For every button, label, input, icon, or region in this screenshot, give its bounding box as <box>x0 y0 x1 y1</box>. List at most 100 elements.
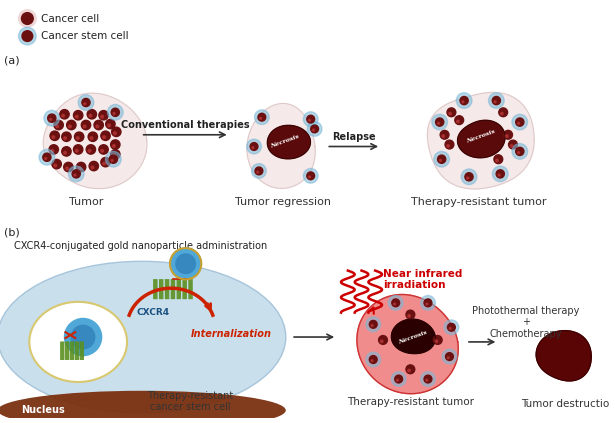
Circle shape <box>54 164 57 167</box>
Circle shape <box>91 166 94 169</box>
Circle shape <box>449 113 451 115</box>
Circle shape <box>435 118 444 126</box>
FancyBboxPatch shape <box>177 279 181 299</box>
FancyBboxPatch shape <box>75 341 79 360</box>
Circle shape <box>64 162 73 172</box>
Circle shape <box>252 164 266 178</box>
Circle shape <box>54 120 63 130</box>
Circle shape <box>111 159 113 162</box>
Text: Tumor regression: Tumor regression <box>236 197 331 207</box>
Circle shape <box>406 310 415 319</box>
Circle shape <box>437 155 446 163</box>
Circle shape <box>111 127 121 137</box>
Text: Conventional therapies: Conventional therapies <box>121 120 250 130</box>
Circle shape <box>494 101 496 103</box>
FancyBboxPatch shape <box>159 279 164 299</box>
Circle shape <box>257 171 259 173</box>
Circle shape <box>366 317 381 332</box>
Text: CXCR4: CXCR4 <box>137 308 170 317</box>
Circle shape <box>50 118 52 121</box>
Circle shape <box>88 149 91 152</box>
Circle shape <box>406 365 415 374</box>
Polygon shape <box>536 331 591 381</box>
Circle shape <box>442 135 445 137</box>
Circle shape <box>258 113 266 121</box>
Circle shape <box>113 154 115 157</box>
Circle shape <box>63 137 66 140</box>
Circle shape <box>76 149 78 152</box>
Circle shape <box>247 139 261 154</box>
Circle shape <box>111 150 120 159</box>
Circle shape <box>73 110 83 120</box>
Ellipse shape <box>0 261 286 413</box>
Circle shape <box>303 168 318 183</box>
Circle shape <box>311 125 319 133</box>
Circle shape <box>63 151 66 154</box>
Circle shape <box>252 147 254 148</box>
Circle shape <box>455 116 464 124</box>
Text: Therapy-resistant tumor: Therapy-resistant tumor <box>347 398 474 407</box>
Circle shape <box>255 110 269 124</box>
Circle shape <box>421 296 435 310</box>
Circle shape <box>51 149 54 152</box>
Circle shape <box>432 114 448 130</box>
Circle shape <box>89 114 92 117</box>
Circle shape <box>303 112 318 126</box>
Circle shape <box>62 132 71 141</box>
Polygon shape <box>458 120 505 158</box>
Circle shape <box>460 96 468 104</box>
Circle shape <box>113 113 115 115</box>
Circle shape <box>504 130 512 139</box>
Circle shape <box>109 155 117 163</box>
Circle shape <box>39 149 55 165</box>
Circle shape <box>499 108 507 117</box>
Circle shape <box>43 153 51 161</box>
Text: Internalization: Internalization <box>191 329 272 339</box>
Circle shape <box>255 167 263 175</box>
Circle shape <box>87 110 97 119</box>
Circle shape <box>496 159 498 162</box>
Circle shape <box>447 108 456 117</box>
Circle shape <box>509 140 517 149</box>
Circle shape <box>439 159 442 162</box>
Polygon shape <box>247 104 315 188</box>
Circle shape <box>73 145 83 154</box>
Circle shape <box>465 173 473 181</box>
Circle shape <box>88 132 98 141</box>
Circle shape <box>49 145 58 154</box>
Circle shape <box>371 324 373 327</box>
Circle shape <box>90 137 93 140</box>
Text: Cancer stem cell: Cancer stem cell <box>41 31 129 41</box>
Text: CXCR4-conjugated gold nanoparticle administration: CXCR4-conjugated gold nanoparticle admin… <box>14 241 267 251</box>
Circle shape <box>371 360 373 362</box>
FancyBboxPatch shape <box>183 279 187 299</box>
Circle shape <box>113 132 116 135</box>
Circle shape <box>434 151 450 167</box>
Circle shape <box>60 110 69 119</box>
Circle shape <box>380 340 383 343</box>
Circle shape <box>442 349 457 364</box>
Circle shape <box>74 132 84 141</box>
Circle shape <box>518 151 520 154</box>
Circle shape <box>170 248 201 279</box>
Text: (a): (a) <box>4 56 20 66</box>
Circle shape <box>307 172 315 180</box>
Circle shape <box>74 174 76 176</box>
Circle shape <box>448 323 455 331</box>
Circle shape <box>250 143 258 151</box>
Text: Necrosis: Necrosis <box>270 134 300 149</box>
Circle shape <box>309 176 311 178</box>
Circle shape <box>76 115 78 118</box>
Circle shape <box>456 93 472 108</box>
Circle shape <box>408 315 410 317</box>
Circle shape <box>76 137 79 140</box>
Circle shape <box>66 167 68 170</box>
FancyBboxPatch shape <box>171 279 175 299</box>
Polygon shape <box>357 294 458 394</box>
Circle shape <box>447 357 450 359</box>
FancyBboxPatch shape <box>165 279 169 299</box>
Text: Necrosis: Necrosis <box>399 330 429 345</box>
Circle shape <box>96 125 98 128</box>
Circle shape <box>44 110 60 126</box>
Circle shape <box>447 145 450 147</box>
